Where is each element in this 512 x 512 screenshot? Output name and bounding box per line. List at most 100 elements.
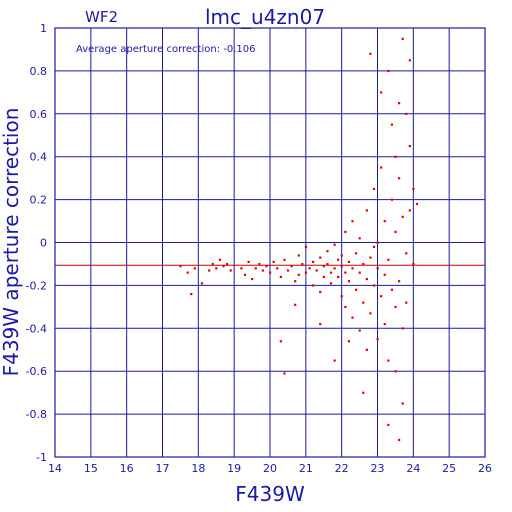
data-point <box>358 271 361 274</box>
data-point <box>312 260 315 264</box>
data-point <box>387 423 390 427</box>
data-points <box>179 37 419 442</box>
data-point <box>251 277 254 281</box>
y-axis-label: F439W aperture correction <box>0 108 23 377</box>
chip-label: WF2 <box>85 8 118 26</box>
data-point <box>347 280 351 283</box>
average-annotation: Average aperture correction: -0.106 <box>76 44 256 55</box>
data-point <box>283 372 286 375</box>
data-point <box>297 254 300 257</box>
data-point <box>401 327 404 330</box>
data-point <box>265 265 268 268</box>
data-point <box>380 295 383 298</box>
data-point <box>326 250 329 253</box>
data-point <box>408 209 411 212</box>
data-point <box>372 187 376 191</box>
data-point <box>415 202 419 206</box>
data-point <box>186 271 189 274</box>
data-point <box>369 52 372 55</box>
data-point <box>193 267 196 270</box>
data-point <box>394 230 397 233</box>
x-axis-label: F439W <box>235 482 305 506</box>
data-point <box>398 177 401 180</box>
data-point <box>398 438 401 442</box>
data-point <box>333 359 336 362</box>
data-point <box>390 198 394 201</box>
data-point <box>258 262 261 266</box>
data-point <box>269 271 272 274</box>
data-point <box>272 260 275 264</box>
data-point <box>383 273 386 276</box>
data-point <box>229 269 232 272</box>
data-point <box>297 273 300 276</box>
data-point <box>322 275 325 279</box>
x-tick-label: 20 <box>263 462 277 475</box>
data-point <box>286 269 290 272</box>
data-point <box>412 262 415 266</box>
chart-title: lmc_u4zn07 <box>205 5 325 29</box>
data-point <box>365 209 368 212</box>
data-point <box>355 252 358 255</box>
data-point <box>362 301 365 304</box>
data-point <box>304 245 308 248</box>
data-point <box>358 329 361 332</box>
x-tick-label: 24 <box>406 462 420 475</box>
data-point <box>394 370 397 373</box>
x-tick-label: 23 <box>371 462 385 475</box>
data-point <box>283 258 286 261</box>
data-point <box>372 284 376 287</box>
data-point <box>279 275 282 279</box>
data-point <box>319 290 322 294</box>
data-point <box>387 69 390 73</box>
data-point <box>337 258 340 261</box>
data-point <box>247 260 250 264</box>
data-point <box>240 267 243 270</box>
data-point <box>304 271 308 274</box>
data-point <box>322 265 325 268</box>
y-tick-label: 0.8 <box>30 65 48 78</box>
data-point <box>329 282 333 285</box>
data-point <box>401 402 404 405</box>
y-tick-label: -0.6 <box>26 365 47 378</box>
data-point <box>387 359 390 362</box>
data-point <box>398 280 401 283</box>
data-point <box>408 144 411 148</box>
data-point <box>380 91 383 94</box>
data-point <box>358 237 361 240</box>
x-tick-label: 18 <box>191 462 205 475</box>
data-point <box>405 112 408 115</box>
data-point <box>401 215 404 218</box>
data-point <box>308 267 311 270</box>
data-point <box>279 340 282 343</box>
data-point <box>355 288 358 291</box>
data-point <box>179 265 182 268</box>
data-point <box>340 265 343 268</box>
data-point <box>344 230 347 233</box>
x-tick-label: 17 <box>156 462 170 475</box>
data-point <box>376 241 379 244</box>
data-point <box>376 338 379 341</box>
data-point <box>394 305 397 309</box>
data-point <box>208 269 211 272</box>
data-point <box>362 262 365 266</box>
data-point <box>383 220 386 223</box>
data-point <box>337 275 340 279</box>
x-tick-label: 21 <box>299 462 313 475</box>
data-point <box>215 267 218 270</box>
data-point <box>312 284 315 287</box>
x-tick-label: 15 <box>84 462 98 475</box>
y-tick-label: -0.8 <box>26 408 47 421</box>
y-tick-label: -0.4 <box>26 322 47 335</box>
data-point <box>369 312 372 315</box>
y-tick-label: -1 <box>36 451 47 464</box>
data-point <box>365 277 368 281</box>
data-point <box>340 254 343 257</box>
data-point <box>394 155 397 158</box>
data-point <box>222 265 225 268</box>
data-point <box>383 323 386 326</box>
data-point <box>190 292 193 296</box>
x-tick-labels: 14 15 16 17 18 19 20 21 22 23 24 25 26 <box>48 462 492 475</box>
data-point <box>376 267 379 270</box>
